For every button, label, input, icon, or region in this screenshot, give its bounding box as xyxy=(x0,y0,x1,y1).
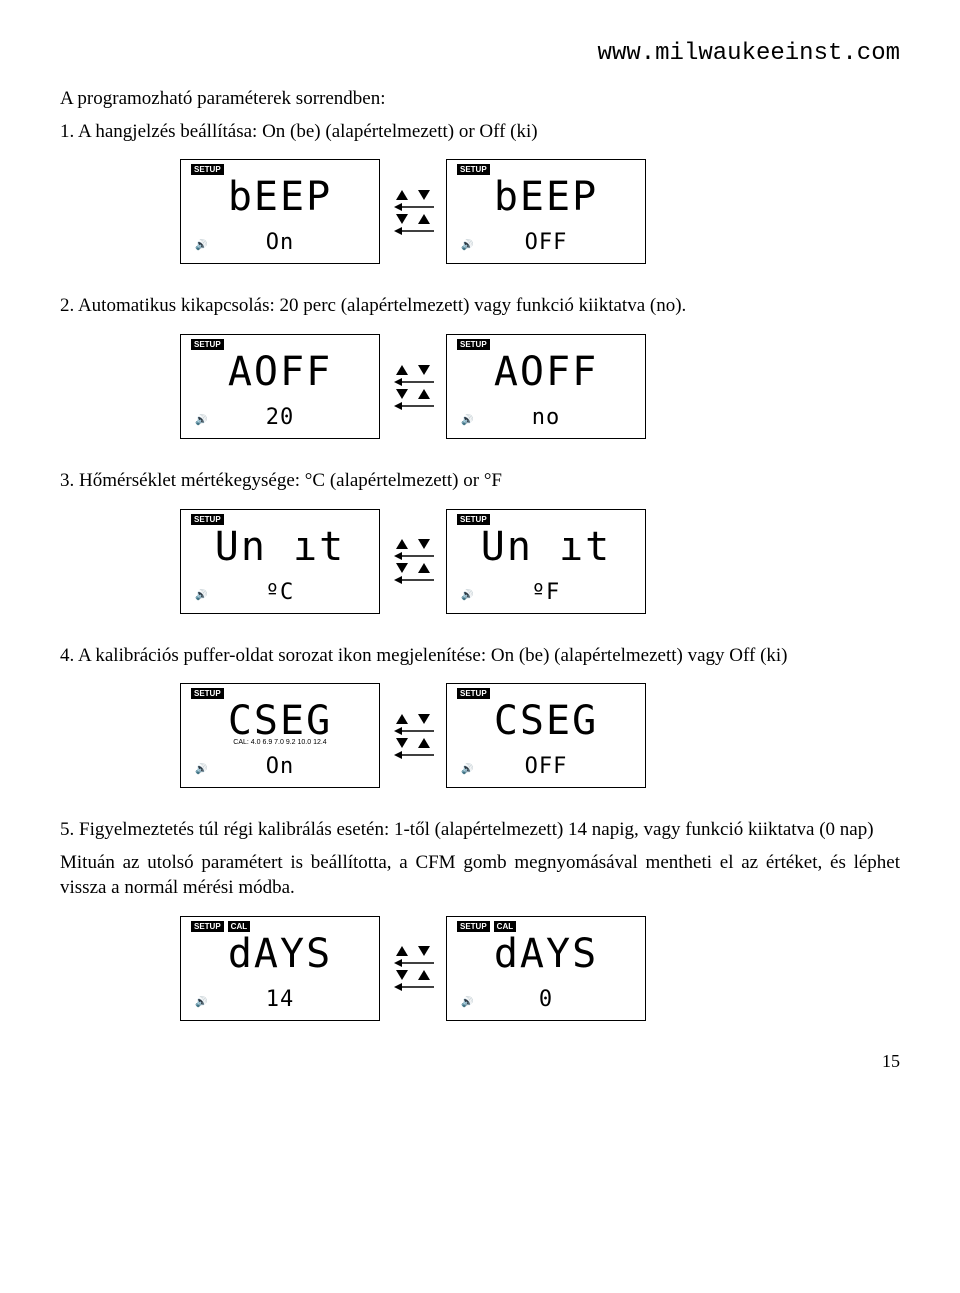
lcd-main-text: Un ıt xyxy=(457,527,635,567)
setup-badge: SETUP xyxy=(457,164,490,175)
lcd-main-text: dAYS xyxy=(457,934,635,974)
lcd-row: SETUP CAL dAYS 14 🔊 SETUP CAL dAYS 0 🔊 xyxy=(180,916,900,1021)
lcd-display-left: SETUP CAL dAYS 14 🔊 xyxy=(180,916,380,1021)
lcd-sub-text: On xyxy=(191,754,369,779)
page-number: 15 xyxy=(60,1051,900,1072)
setup-badge: SETUP xyxy=(191,164,224,175)
lcd-main-text: CSEG xyxy=(191,701,369,741)
lcd-display-right: SETUP Un ıt ºF 🔊 xyxy=(446,509,646,614)
temp-icon: 🔊 xyxy=(195,590,207,601)
lcd-display-left: SETUP bEEP On 🔊 xyxy=(180,159,380,264)
temp-icon: 🔊 xyxy=(195,240,207,251)
temp-icon: 🔊 xyxy=(195,764,207,775)
lcd-sub-text: 0 xyxy=(457,987,635,1012)
lcd-row: SETUP AOFF 20 🔊 SETUP AOFF no 🔊 xyxy=(180,334,900,439)
temp-icon: 🔊 xyxy=(461,764,473,775)
lcd-main-text: dAYS xyxy=(191,934,369,974)
lcd-main-text: Un ıt xyxy=(191,527,369,567)
parameter-text: 2. Automatikus kikapcsolás: 20 perc (ala… xyxy=(60,294,900,319)
lcd-sub-text: OFF xyxy=(457,754,635,779)
parameter-extra-text: Mituán az utolsó paramétert is beállítot… xyxy=(60,851,900,900)
lcd-display-right: SETUP bEEP OFF 🔊 xyxy=(446,159,646,264)
lcd-main-text: bEEP xyxy=(457,177,635,217)
lcd-sub-text: 20 xyxy=(191,405,369,430)
setup-badge: SETUP xyxy=(191,688,224,699)
lcd-main-text: AOFF xyxy=(457,352,635,392)
lcd-sub-text: ºF xyxy=(457,580,635,605)
setup-badge: SETUP xyxy=(191,339,224,350)
temp-icon: 🔊 xyxy=(461,997,473,1008)
parameter-text: 3. Hőmérséklet mértékegysége: °C (alapér… xyxy=(60,469,900,494)
lcd-display-right: SETUP CAL dAYS 0 🔊 xyxy=(446,916,646,1021)
lcd-main-text: CSEG xyxy=(457,701,635,741)
cal-badge: CAL xyxy=(228,921,250,932)
temp-icon: 🔊 xyxy=(461,590,473,601)
toggle-arrows-icon xyxy=(390,363,436,411)
parameter-text: 4. A kalibrációs puffer-oldat sorozat ik… xyxy=(60,644,900,669)
intro-text: A programozható paraméterek sorrendben: xyxy=(60,87,900,112)
temp-icon: 🔊 xyxy=(195,997,207,1008)
toggle-arrows-icon xyxy=(390,944,436,992)
lcd-display-right: SETUP AOFF no 🔊 xyxy=(446,334,646,439)
parameter-text: 5. Figyelmeztetés túl régi kalibrálás es… xyxy=(60,818,900,843)
toggle-arrows-icon xyxy=(390,188,436,236)
temp-icon: 🔊 xyxy=(195,415,207,426)
setup-badge: SETUP xyxy=(457,688,490,699)
parameter-text: 1. A hangjelzés beállítása: On (be) (ala… xyxy=(60,120,900,145)
setup-badge: SETUP xyxy=(457,339,490,350)
lcd-row: SETUP Un ıt ºC 🔊 SETUP Un ıt ºF 🔊 xyxy=(180,509,900,614)
temp-icon: 🔊 xyxy=(461,240,473,251)
lcd-main-text: bEEP xyxy=(191,177,369,217)
cal-badge: CAL xyxy=(494,921,516,932)
lcd-sub-text: 14 xyxy=(191,987,369,1012)
lcd-display-left: SETUP CSEG CAL: 4.0 6.9 7.0 9.2 10.0 12.… xyxy=(180,683,380,788)
lcd-row: SETUP bEEP On 🔊 SETUP bEEP OFF 🔊 xyxy=(180,159,900,264)
lcd-display-left: SETUP AOFF 20 🔊 xyxy=(180,334,380,439)
setup-badge: SETUP xyxy=(457,921,490,932)
lcd-cal-line: CAL: 4.0 6.9 7.0 9.2 10.0 12.4 xyxy=(191,739,369,746)
toggle-arrows-icon xyxy=(390,712,436,760)
lcd-sub-text: On xyxy=(191,230,369,255)
lcd-sub-text: no xyxy=(457,405,635,430)
lcd-display-left: SETUP Un ıt ºC 🔊 xyxy=(180,509,380,614)
toggle-arrows-icon xyxy=(390,537,436,585)
lcd-main-text: AOFF xyxy=(191,352,369,392)
temp-icon: 🔊 xyxy=(461,415,473,426)
lcd-display-right: SETUP CSEG OFF 🔊 xyxy=(446,683,646,788)
setup-badge: SETUP xyxy=(191,921,224,932)
lcd-sub-text: OFF xyxy=(457,230,635,255)
source-url: www.milwaukeeinst.com xyxy=(60,40,900,67)
lcd-row: SETUP CSEG CAL: 4.0 6.9 7.0 9.2 10.0 12.… xyxy=(180,683,900,788)
lcd-sub-text: ºC xyxy=(191,580,369,605)
